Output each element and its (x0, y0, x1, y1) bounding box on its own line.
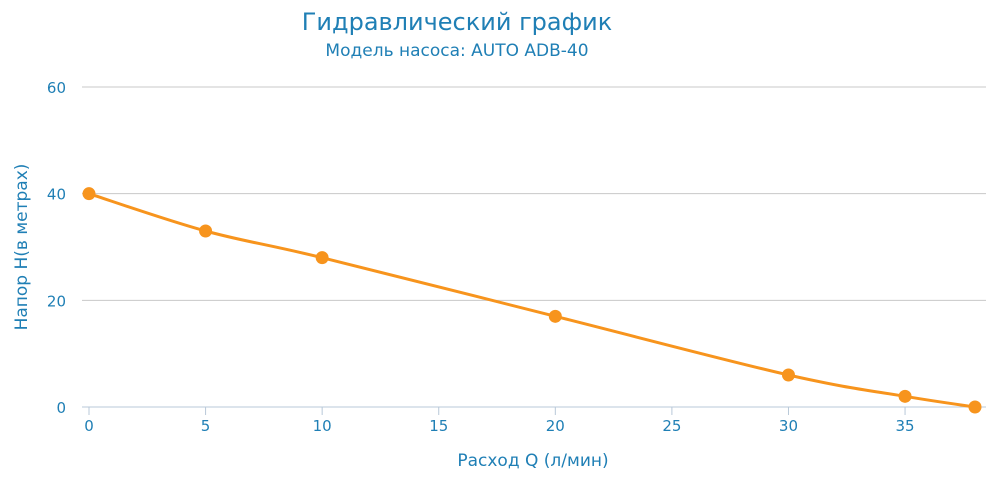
chart-subtitle: Модель насоса: AUTO ADB-40 (325, 41, 588, 61)
x-tick-label: 10 (313, 417, 332, 435)
series-layer (82, 187, 982, 414)
y-tick-label: 0 (56, 399, 66, 417)
x-tick-label: 5 (201, 417, 211, 435)
data-point[interactable] (315, 251, 329, 265)
x-tick-label: 25 (662, 417, 681, 435)
data-point[interactable] (968, 400, 982, 414)
x-tick-label: 0 (84, 417, 94, 435)
y-tick-label: 60 (47, 79, 66, 97)
y-axis-title: Напор H(в метрах) (12, 164, 32, 331)
y-tick-label: 40 (47, 186, 66, 204)
x-tick-label: 15 (429, 417, 448, 435)
y-tick-label: 20 (47, 292, 66, 310)
data-point[interactable] (898, 389, 912, 403)
data-point[interactable] (781, 368, 795, 382)
y-axis: 0 20 40 60 (47, 79, 66, 417)
x-axis-title: Расход Q (л/мин) (457, 451, 608, 471)
data-point[interactable] (82, 187, 96, 201)
x-tick-label: 35 (896, 417, 915, 435)
data-point[interactable] (548, 309, 562, 323)
grid-lines (82, 86, 986, 301)
x-axis: 0 5 10 15 20 25 30 35 (82, 406, 986, 435)
x-tick-label: 30 (779, 417, 798, 435)
x-tick-label: 20 (546, 417, 565, 435)
data-point[interactable] (199, 224, 213, 238)
chart-title: Гидравлический график (302, 8, 612, 36)
